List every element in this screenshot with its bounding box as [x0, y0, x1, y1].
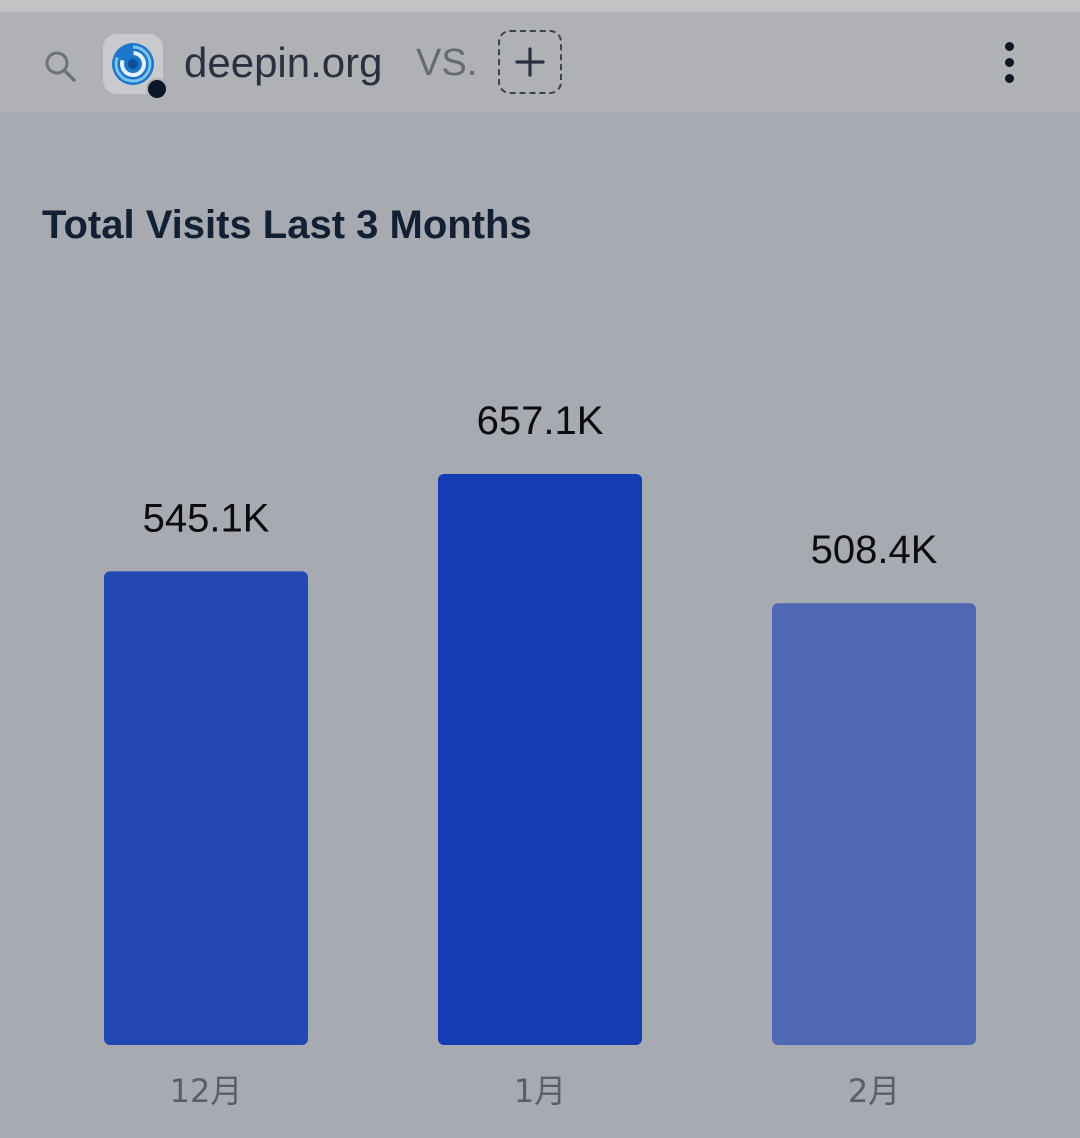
chart-title: Total Visits Last 3 Months — [42, 203, 532, 247]
status-dot — [146, 78, 168, 100]
visits-card: Total Visits Last 3 Months 545.1K 12月 657.… — [0, 112, 1080, 1138]
site-name[interactable]: deepin.org — [184, 39, 383, 86]
bar-value-label-2: 657.1K — [477, 399, 604, 443]
plus-icon — [515, 47, 545, 77]
x-tick-label-2: 1月 — [514, 1072, 566, 1110]
bar-1[interactable] — [104, 571, 308, 1045]
bar-3[interactable] — [772, 603, 976, 1045]
add-competitor-button[interactable] — [498, 30, 562, 94]
visits-bar-chart: 545.1K 12月 657.1K 1月 508.4K 2月 — [104, 399, 976, 1110]
deepin-logo-icon — [112, 43, 154, 85]
header-bar: deepin.org VS. — [0, 12, 1080, 112]
vs-label: VS. — [416, 42, 478, 84]
bar-value-label-3: 508.4K — [811, 528, 938, 572]
top-strip — [0, 0, 1080, 12]
bar-2[interactable] — [438, 474, 642, 1045]
more-vertical-icon[interactable] — [990, 36, 1030, 88]
x-tick-label-1: 12月 — [170, 1072, 243, 1110]
x-tick-label-3: 2月 — [848, 1072, 900, 1110]
bar-value-label-1: 545.1K — [143, 496, 270, 540]
search-icon[interactable] — [42, 48, 78, 84]
